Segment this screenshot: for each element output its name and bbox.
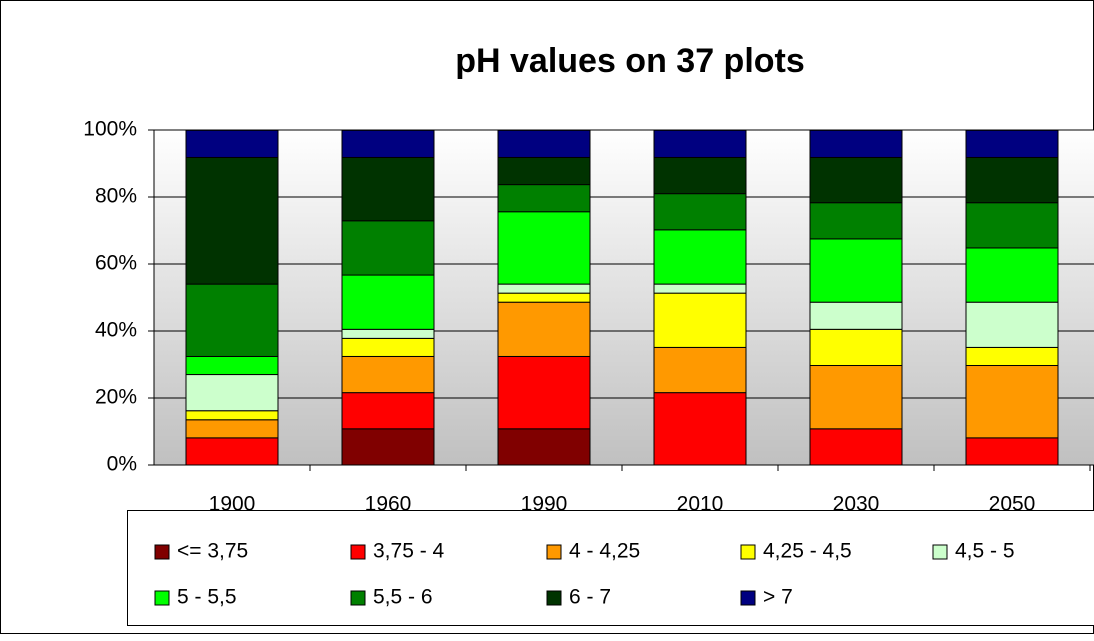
x-tick-label: 2030 bbox=[833, 493, 880, 516]
chart-title: pH values on 37 plots bbox=[455, 42, 805, 80]
bar-segment bbox=[809, 156, 903, 204]
bar-segment bbox=[497, 301, 591, 357]
y-tick-label: 0% bbox=[107, 453, 137, 476]
legend-label: 5 - 5,5 bbox=[177, 586, 237, 609]
bar-segment bbox=[185, 419, 279, 439]
legend-swatch bbox=[154, 544, 170, 560]
legend-swatch bbox=[546, 590, 562, 606]
bar-segment bbox=[965, 247, 1059, 303]
legend-swatch bbox=[740, 590, 756, 606]
x-tick-label: 1900 bbox=[209, 493, 256, 516]
bar-segment bbox=[185, 410, 279, 421]
legend-label: 6 - 7 bbox=[569, 586, 611, 609]
bar-segment bbox=[965, 301, 1059, 348]
bar-segment bbox=[185, 283, 279, 357]
plot-area bbox=[154, 130, 1094, 465]
legend-label: 4,5 - 5 bbox=[955, 540, 1015, 563]
bar-segment bbox=[185, 355, 279, 376]
bar-segment bbox=[965, 437, 1059, 466]
bar-segment bbox=[497, 292, 591, 303]
legend-label: > 7 bbox=[763, 586, 793, 609]
bar-segment bbox=[653, 229, 747, 285]
bar-segment bbox=[653, 193, 747, 231]
legend-label: 3,75 - 4 bbox=[373, 540, 445, 563]
x-tick-label: 1960 bbox=[365, 493, 412, 516]
bar-segment bbox=[965, 346, 1059, 367]
legend-label: <= 3,75 bbox=[177, 540, 248, 563]
legend-swatch bbox=[932, 544, 948, 560]
bar-segment bbox=[965, 202, 1059, 249]
bar-segment bbox=[341, 355, 435, 394]
bar-segment bbox=[653, 129, 747, 158]
x-tick-label: 1990 bbox=[521, 493, 568, 516]
bar-segment bbox=[341, 274, 435, 330]
bar-segment bbox=[653, 346, 747, 394]
legend-label: 4 - 4,25 bbox=[569, 540, 640, 563]
legend-swatch bbox=[350, 544, 366, 560]
legend-swatch bbox=[740, 544, 756, 560]
legend-swatch bbox=[546, 544, 562, 560]
legend-label: 5,5 - 6 bbox=[373, 586, 433, 609]
bar-segment bbox=[497, 428, 591, 466]
legend-box bbox=[127, 510, 1094, 626]
bar-segment bbox=[185, 156, 279, 285]
bar-segment bbox=[809, 238, 903, 303]
y-tick-label: 80% bbox=[95, 185, 137, 208]
legend-label: 4,25 - 4,5 bbox=[763, 540, 852, 563]
bar-segment bbox=[341, 392, 435, 430]
bar-segment bbox=[965, 156, 1059, 204]
bar-segment bbox=[497, 355, 591, 430]
bar-segment bbox=[341, 328, 435, 339]
bar-segment bbox=[653, 283, 747, 294]
bar-segment bbox=[809, 301, 903, 330]
bar-segment bbox=[497, 211, 591, 285]
bar-segment bbox=[965, 129, 1059, 158]
bar-segment bbox=[185, 374, 279, 412]
bar-segment bbox=[809, 428, 903, 466]
legend-swatch bbox=[154, 590, 170, 606]
y-tick-label: 20% bbox=[95, 386, 137, 409]
bar-segment bbox=[497, 156, 591, 186]
bar-segment bbox=[653, 392, 747, 466]
y-tick-label: 100% bbox=[83, 118, 137, 141]
bar-segment bbox=[341, 220, 435, 276]
legend-swatch bbox=[350, 590, 366, 606]
bar-segment bbox=[965, 365, 1059, 439]
y-tick-label: 40% bbox=[95, 319, 137, 342]
bar-segment bbox=[653, 292, 747, 348]
bar-segment bbox=[341, 337, 435, 357]
bar-segment bbox=[341, 156, 435, 222]
bar-segment bbox=[497, 129, 591, 158]
bar-segment bbox=[341, 428, 435, 466]
bar-segment bbox=[497, 184, 591, 213]
x-tick-label: 2050 bbox=[989, 493, 1036, 516]
bar-segment bbox=[341, 129, 435, 158]
bar-segment bbox=[653, 156, 747, 195]
x-tick-label: 2010 bbox=[677, 493, 724, 516]
bar-segment bbox=[185, 129, 279, 158]
bar-segment bbox=[497, 283, 591, 294]
bar-segment bbox=[809, 365, 903, 430]
y-tick-label: 60% bbox=[95, 252, 137, 275]
bar-segment bbox=[809, 129, 903, 158]
bar-segment bbox=[185, 437, 279, 466]
bar-segment bbox=[809, 202, 903, 240]
bar-segment bbox=[809, 328, 903, 367]
